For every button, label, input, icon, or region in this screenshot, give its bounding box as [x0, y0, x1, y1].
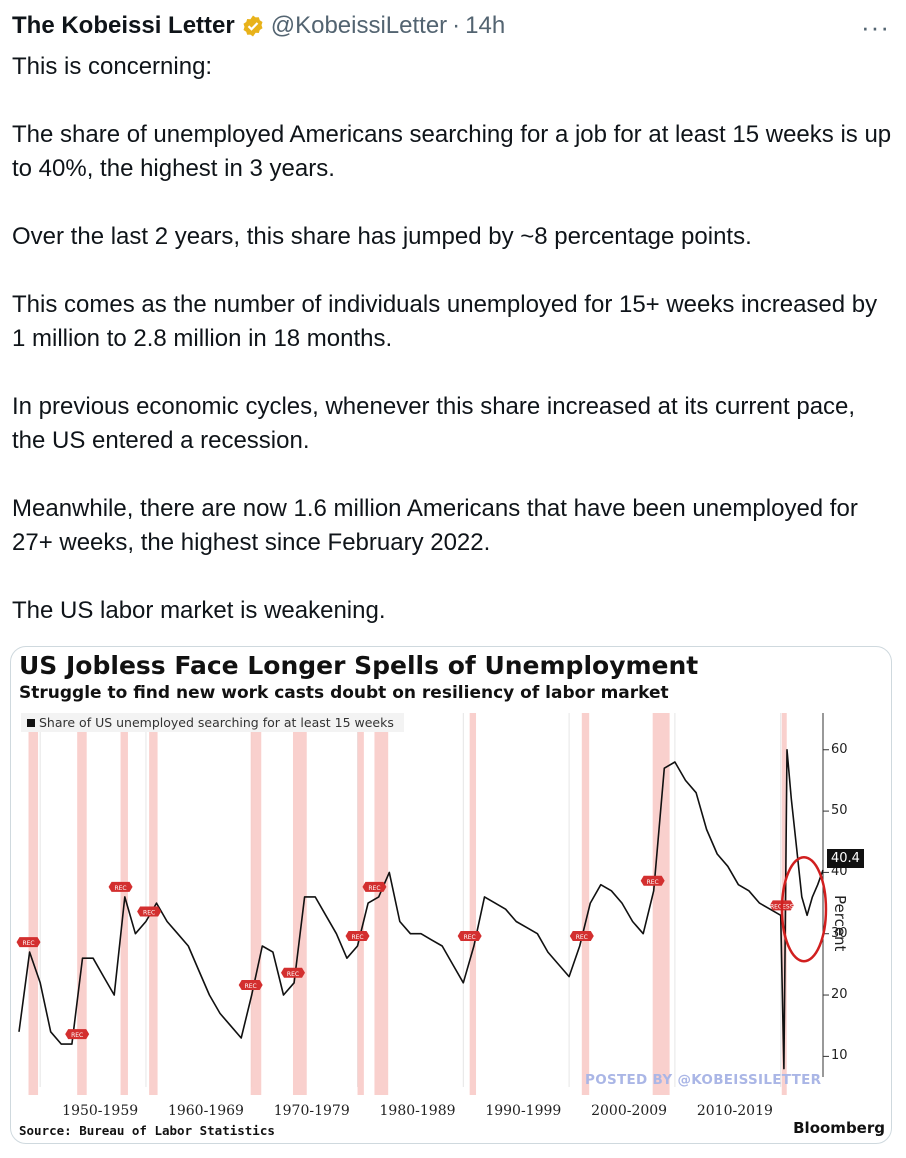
recession-marker-label: REC	[576, 934, 588, 941]
x-tick-label: 1950-1959	[62, 1103, 139, 1119]
verified-badge-icon	[243, 15, 263, 37]
x-tick-label: 2010-2019	[696, 1103, 773, 1119]
recession-marker-label: REC	[351, 934, 363, 941]
recession-band	[149, 713, 158, 1095]
recession-band	[292, 713, 307, 1095]
recession-marker-label: REC	[114, 885, 126, 892]
tweet-paragraph: Over the last 2 years, this share has ju…	[12, 223, 752, 250]
author-name[interactable]: The Kobeissi Letter	[12, 12, 235, 39]
author-handle[interactable]: @KobeissiLetter	[270, 12, 448, 39]
recession-band	[581, 713, 590, 1095]
tweet-header: The Kobeissi Letter @KobeissiLetter · 14…	[12, 8, 894, 44]
recession-marker	[362, 881, 387, 892]
tweet-paragraph: The share of unemployed Americans search…	[12, 121, 898, 182]
y-tick-label: 30	[831, 925, 848, 941]
tweet-paragraph: This is concerning:	[12, 53, 213, 80]
recession-marker-label: REC	[245, 983, 257, 990]
recession-marker-label: REC	[368, 885, 380, 892]
recession-marker	[280, 967, 305, 978]
y-tick-label: 50	[831, 803, 848, 819]
legend-label: Share of US unemployed searching for at …	[39, 715, 394, 730]
x-tick-label: 2000-2009	[591, 1103, 668, 1119]
chart-title: US Jobless Face Longer Spells of Unemplo…	[19, 651, 699, 680]
tweet-paragraph: In previous economic cycles, whenever th…	[12, 393, 862, 454]
recession-marker	[457, 930, 482, 941]
recession-band	[374, 713, 389, 1095]
recession-marker-label: REC	[287, 971, 299, 978]
recession-band	[77, 713, 87, 1095]
recession-marker-label: REC	[22, 940, 34, 947]
x-tick-label: 1990-1999	[485, 1103, 562, 1119]
recession-marker	[238, 980, 263, 991]
recession-band	[250, 713, 262, 1095]
chart-subtitle: Struggle to find new work casts doubt on…	[19, 683, 669, 703]
recession-marker	[65, 1029, 90, 1040]
tweet-paragraph: Meanwhile, there are now 1.6 million Ame…	[12, 495, 865, 556]
x-tick-label: 1970-1979	[273, 1103, 350, 1119]
bloomberg-logo: Bloomberg	[793, 1119, 885, 1137]
recession-marker	[569, 930, 594, 941]
tweet-text: This is concerning: The share of unemplo…	[12, 50, 892, 628]
x-tick-label: 1960-1969	[167, 1103, 244, 1119]
y-tick-label: 60	[831, 741, 848, 757]
timestamp[interactable]: 14h	[465, 12, 506, 39]
x-tick-label: 1980-1989	[379, 1103, 456, 1119]
highlight-circle	[780, 855, 828, 963]
y-tick-label: 10	[831, 1048, 848, 1064]
tweet-paragraph: This comes as the number of individuals …	[12, 291, 884, 352]
chart-image-card[interactable]: REC REC REC REC REC REC REC REC REC REC REC RECESS …	[10, 646, 892, 1144]
recession-marker-label: REC	[647, 879, 659, 886]
y-tick-label: 20	[831, 987, 848, 1003]
legend-swatch	[27, 719, 35, 727]
series-line	[18, 749, 824, 1070]
y-tick-label: 40	[831, 864, 848, 880]
recession-band	[357, 713, 364, 1095]
recession-marker-label: REC	[71, 1032, 83, 1039]
watermark: POSTED BY @KOBEISSILETTER	[585, 1072, 822, 1088]
recession-marker	[108, 881, 133, 892]
recession-band	[652, 713, 670, 1095]
recession-band	[28, 713, 39, 1095]
chart-legend: Share of US unemployed searching for at …	[21, 713, 404, 732]
recession-marker	[345, 930, 370, 941]
recession-marker	[640, 875, 665, 886]
current-value-label: 40.4	[827, 849, 864, 868]
recession-marker-label: REC	[464, 934, 476, 941]
more-options-icon[interactable]: ···	[861, 12, 890, 42]
dot-separator: ·	[452, 12, 461, 39]
y-axis-title: Percent	[831, 895, 849, 952]
chart-source: Source: Bureau of Labor Statistics	[19, 1123, 275, 1138]
recession-band	[469, 713, 477, 1095]
recession-marker-label: REC	[143, 909, 155, 916]
x-axis-labels: 1950-1959 1960-1969 1970-1979 1980-1989 1990…	[11, 1103, 891, 1121]
recession-marker	[16, 937, 41, 948]
tweet-paragraph: The US labor market is weakening.	[12, 597, 386, 624]
recession-marker	[137, 906, 162, 917]
